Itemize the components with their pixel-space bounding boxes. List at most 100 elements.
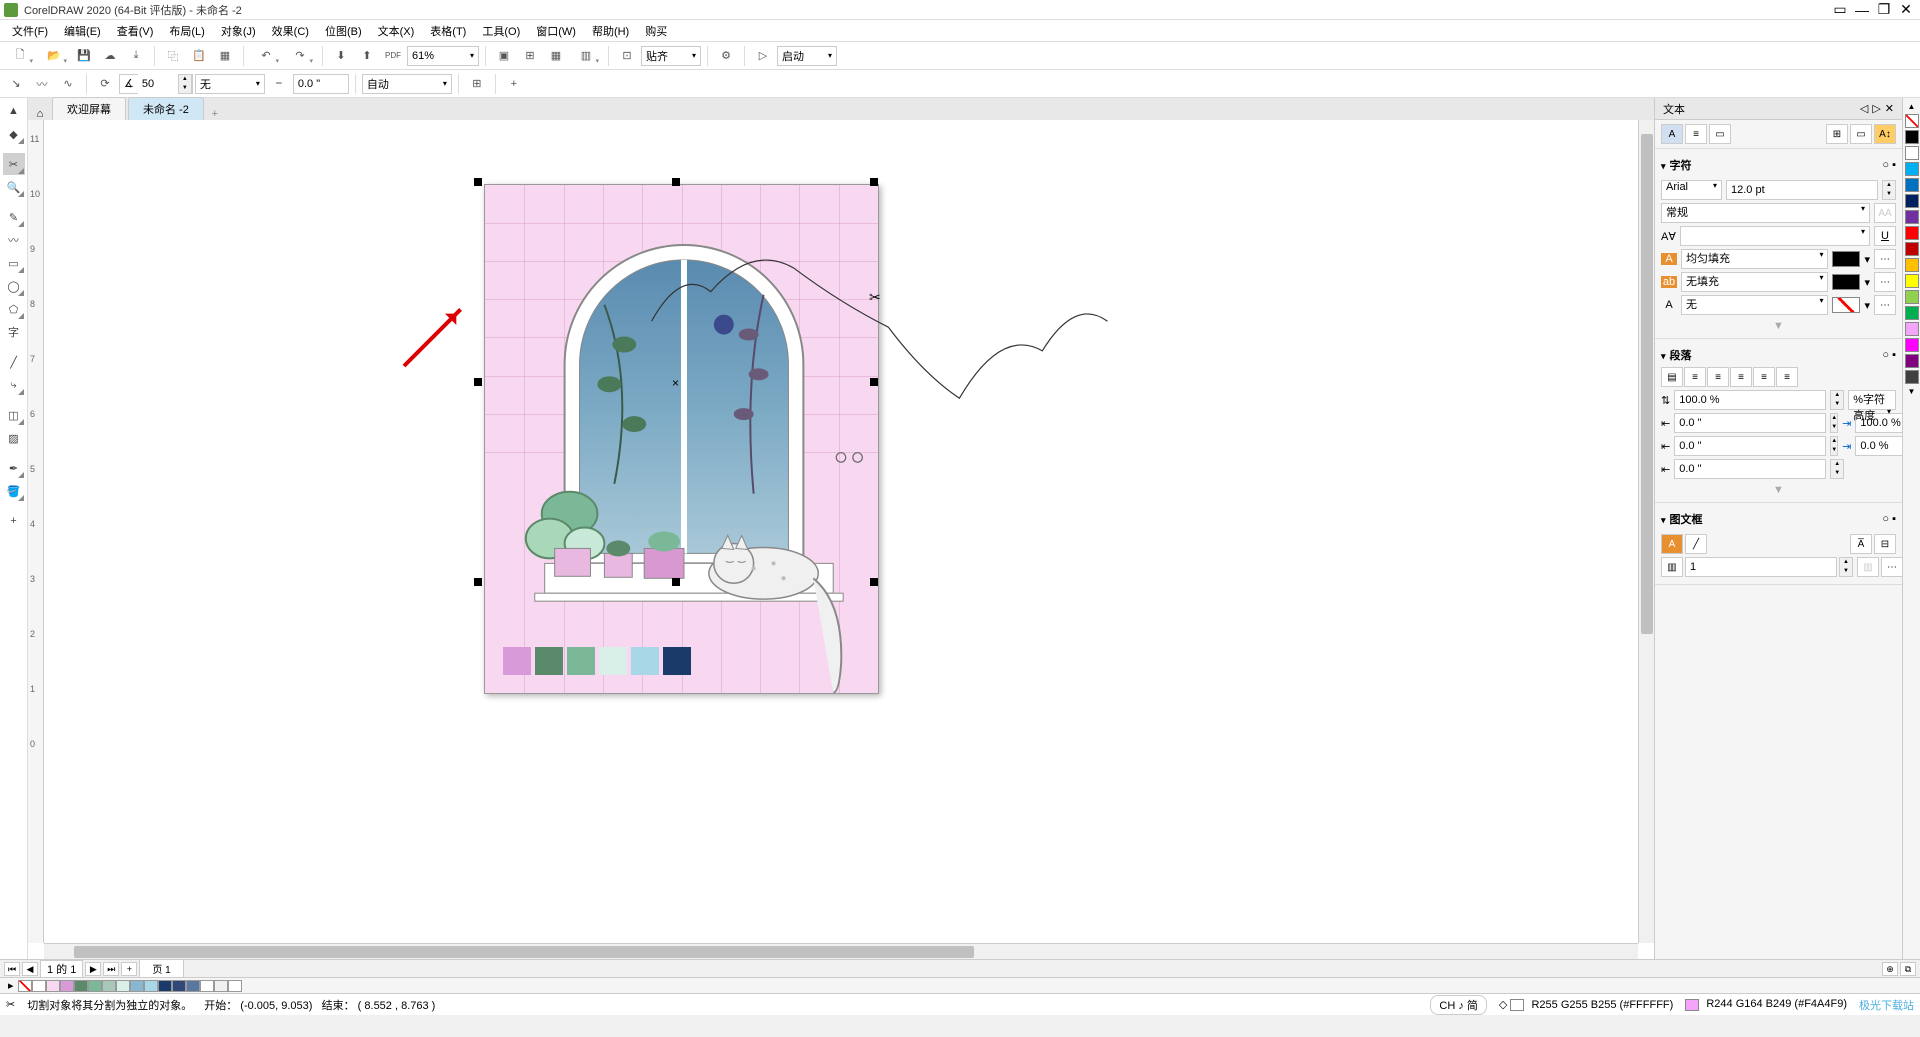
- redo-button[interactable]: ↷: [284, 44, 316, 68]
- palette-color-swatch[interactable]: [1905, 242, 1919, 256]
- menu-effects[interactable]: 效果(C): [264, 21, 317, 41]
- bgfill-type-select[interactable]: 无填充: [1681, 272, 1828, 292]
- fill-tool[interactable]: 🪣: [3, 480, 25, 502]
- crop-tool[interactable]: ✂: [3, 153, 25, 175]
- palette-color-swatch[interactable]: [1905, 194, 1919, 208]
- launch-select[interactable]: 启动: [777, 46, 837, 66]
- line-spacing-unit[interactable]: %字符高度: [1848, 390, 1896, 410]
- docker-tab[interactable]: 文本 ◁ ▷ ✕: [1655, 98, 1902, 120]
- snap-toggle-button[interactable]: ▥: [570, 44, 602, 68]
- fill-indicator[interactable]: ◇ R255 G255 B255 (#FFFFFF): [1499, 998, 1673, 1011]
- doc-palette-swatch[interactable]: [74, 980, 88, 992]
- selection-handle[interactable]: [870, 378, 878, 386]
- transparency-tool[interactable]: ▨: [3, 427, 25, 449]
- help-window-button[interactable]: ▭: [1830, 2, 1850, 18]
- export2-button[interactable]: ⬆: [355, 44, 379, 68]
- import-button[interactable]: ⬇: [329, 44, 353, 68]
- save-button[interactable]: 💾: [72, 44, 96, 68]
- polygon-tool[interactable]: ⬠: [3, 298, 25, 320]
- artistic-media-tool[interactable]: 〰: [3, 229, 25, 251]
- font-size-input[interactable]: [1726, 180, 1878, 200]
- char-mode-button[interactable]: A: [1661, 124, 1683, 144]
- palette-color-swatch[interactable]: [1905, 290, 1919, 304]
- underline-button[interactable]: U: [1874, 226, 1896, 246]
- guides-button[interactable]: ▦: [544, 44, 568, 68]
- menu-bitmap[interactable]: 位图(B): [317, 21, 370, 41]
- knife-2point-button[interactable]: ↘: [4, 72, 28, 96]
- pick-tool[interactable]: ▲: [3, 100, 25, 122]
- vertical-scrollbar[interactable]: [1638, 114, 1654, 943]
- frame-more-button[interactable]: ⋯: [1881, 557, 1903, 577]
- palette-up-icon[interactable]: ▲: [1906, 100, 1918, 113]
- no-color-swatch[interactable]: [1905, 114, 1919, 128]
- palette-color-swatch[interactable]: [1905, 226, 1919, 240]
- char-outline-select[interactable]: 无: [1681, 295, 1828, 315]
- eyedropper-tool[interactable]: ✒: [3, 457, 25, 479]
- minimize-button[interactable]: —: [1852, 2, 1872, 18]
- frame-section-header[interactable]: ▾图文框 ○ ▪: [1661, 507, 1896, 531]
- doctab-welcome[interactable]: 欢迎屏幕: [52, 97, 126, 120]
- menu-file[interactable]: 文件(F): [4, 21, 56, 41]
- prev-page-button[interactable]: ◀: [22, 962, 38, 976]
- selection-handle[interactable]: [672, 178, 680, 186]
- zoom-tool[interactable]: 🔍: [3, 176, 25, 198]
- palette-color-swatch[interactable]: [1905, 338, 1919, 352]
- align-left-button[interactable]: ≡: [1684, 367, 1706, 387]
- char-section-header[interactable]: ▾字符 ○ ▪: [1661, 153, 1896, 177]
- doc-palette-swatch[interactable]: [172, 980, 186, 992]
- page-counter[interactable]: 1 的 1: [40, 960, 83, 978]
- vert-align-top-button[interactable]: A̅: [1850, 534, 1872, 554]
- menu-layout[interactable]: 布局(L): [161, 21, 212, 41]
- palette-down-icon[interactable]: ▼: [1906, 385, 1918, 398]
- bgfill-color-swatch[interactable]: [1832, 274, 1860, 290]
- font-size-spinner[interactable]: ▲▼: [1882, 180, 1896, 200]
- align-right-button[interactable]: ≡: [1730, 367, 1752, 387]
- v-scroll-thumb[interactable]: [1641, 134, 1653, 634]
- connector-tool[interactable]: ⤷: [3, 374, 25, 396]
- parallel-dim-tool[interactable]: ╱: [3, 351, 25, 373]
- knife-bezier-button[interactable]: ∿: [56, 72, 80, 96]
- bgfill-more-button[interactable]: ⋯: [1874, 272, 1896, 292]
- menu-window[interactable]: 窗口(W): [528, 21, 584, 41]
- align-none-button[interactable]: ▤: [1661, 367, 1683, 387]
- align-force-button[interactable]: ≡: [1776, 367, 1798, 387]
- last-page-button[interactable]: ⏭: [103, 962, 119, 976]
- font-family-select[interactable]: Arial: [1661, 180, 1722, 200]
- doc-palette-swatch[interactable]: [46, 980, 60, 992]
- export-button[interactable]: ⤓: [124, 44, 148, 68]
- docker-next-icon[interactable]: ▷: [1872, 102, 1880, 115]
- doc-palette-menu-icon[interactable]: ▸: [4, 979, 18, 992]
- new-button[interactable]: 🗋: [4, 44, 36, 68]
- para-section-header[interactable]: ▾段落 ○ ▪: [1661, 343, 1896, 367]
- zoom-select[interactable]: 61%: [407, 46, 479, 66]
- frame-type-button[interactable]: A: [1661, 534, 1683, 554]
- docker-prev-icon[interactable]: ◁: [1860, 102, 1868, 115]
- kerning-select[interactable]: [1680, 226, 1870, 246]
- doc-palette-swatch[interactable]: [186, 980, 200, 992]
- undo-button[interactable]: ↶: [250, 44, 282, 68]
- fill-more-button[interactable]: ⋯: [1874, 249, 1896, 269]
- para-mode-button[interactable]: ≡: [1685, 124, 1707, 144]
- selection-handle[interactable]: [474, 178, 482, 186]
- overlap-button[interactable]: ⊞: [465, 72, 489, 96]
- outline-width-input[interactable]: [293, 74, 349, 94]
- menu-tools[interactable]: 工具(O): [474, 21, 528, 41]
- align-justify-button[interactable]: ≡: [1753, 367, 1775, 387]
- vert-align-mid-button[interactable]: ⊟: [1874, 534, 1896, 554]
- doc-palette-swatch[interactable]: [102, 980, 116, 992]
- panel-opt1-button[interactable]: ⊞: [1826, 124, 1848, 144]
- drawing-canvas[interactable]: × ✂: [44, 114, 1638, 943]
- doc-palette-swatch[interactable]: [88, 980, 102, 992]
- menu-buy[interactable]: 购买: [637, 21, 675, 41]
- options-button[interactable]: ⚙: [714, 44, 738, 68]
- selection-handle[interactable]: [474, 378, 482, 386]
- clipboard-button[interactable]: ▦: [213, 44, 237, 68]
- h-scroll-thumb[interactable]: [74, 946, 974, 958]
- open-button[interactable]: 📂: [38, 44, 70, 68]
- doc-palette-swatch[interactable]: [130, 980, 144, 992]
- fullscreen-button[interactable]: ▣: [492, 44, 516, 68]
- add-page-button[interactable]: +: [121, 962, 137, 976]
- palette-color-swatch[interactable]: [1905, 370, 1919, 384]
- palette-color-swatch[interactable]: [1905, 306, 1919, 320]
- selection-handle[interactable]: [870, 178, 878, 186]
